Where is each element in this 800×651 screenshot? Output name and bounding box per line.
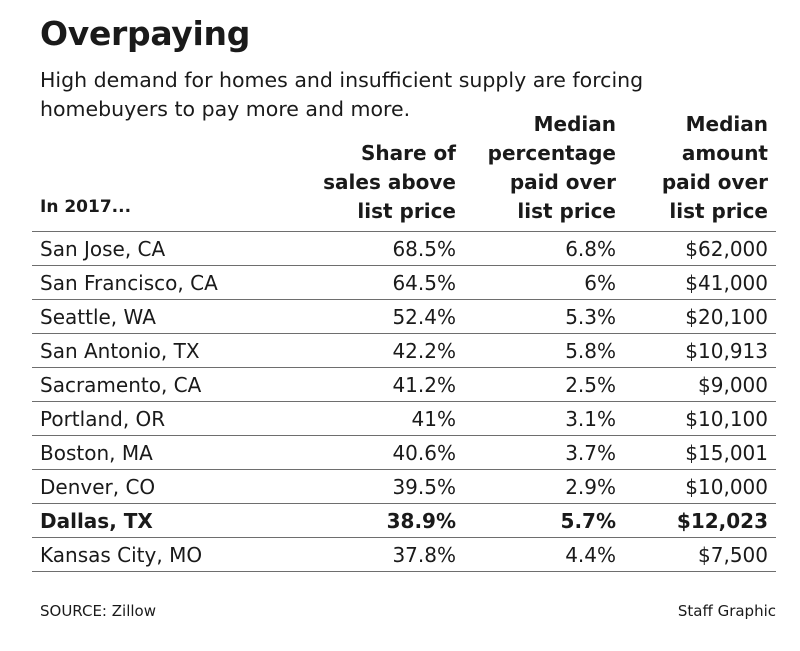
amount-cell: $7,500 <box>624 537 776 572</box>
city-cell: San Francisco, CA <box>32 265 302 300</box>
table-row: Denver, CO 39.5% 2.9% $10,000 <box>32 469 776 504</box>
city-cell: San Antonio, TX <box>32 333 302 368</box>
amount-cell: $20,100 <box>624 299 776 334</box>
percentage-cell: 5.8% <box>464 333 624 368</box>
city-cell: Kansas City, MO <box>32 537 302 572</box>
city-cell: San Jose, CA <box>32 231 302 266</box>
header-row: In 2017... Share of sales above list pri… <box>32 110 776 232</box>
chart-title: Overpaying <box>40 14 251 53</box>
city-cell: Portland, OR <box>32 401 302 436</box>
share-cell: 38.9% <box>302 503 464 538</box>
share-cell: 42.2% <box>302 333 464 368</box>
table-row: Boston, MA 40.6% 3.7% $15,001 <box>32 435 776 470</box>
table-row: Kansas City, MO 37.8% 4.4% $7,500 <box>32 537 776 572</box>
city-cell: Dallas, TX <box>32 503 302 538</box>
table-row: San Francisco, CA 64.5% 6% $41,000 <box>32 265 776 300</box>
share-cell: 68.5% <box>302 231 464 266</box>
amount-cell: $10,913 <box>624 333 776 368</box>
amount-cell: $62,000 <box>624 231 776 266</box>
city-cell: Sacramento, CA <box>32 367 302 402</box>
city-cell: Denver, CO <box>32 469 302 504</box>
percentage-cell: 6.8% <box>464 231 624 266</box>
amount-cell: $12,023 <box>624 503 776 538</box>
percentage-cell: 3.1% <box>464 401 624 436</box>
share-cell: 39.5% <box>302 469 464 504</box>
table-row: San Jose, CA 68.5% 6.8% $62,000 <box>32 231 776 266</box>
chart-subtitle: High demand for homes and insufficient s… <box>40 68 644 121</box>
amount-cell: $15,001 <box>624 435 776 470</box>
table-row: Seattle, WA 52.4% 5.3% $20,100 <box>32 299 776 334</box>
header-year: In 2017... <box>40 197 132 217</box>
table-row: Sacramento, CA 41.2% 2.5% $9,000 <box>32 367 776 402</box>
table-row: San Antonio, TX 42.2% 5.8% $10,913 <box>32 333 776 368</box>
staff-credit: Staff Graphic <box>677 602 776 620</box>
amount-cell: $41,000 <box>624 265 776 300</box>
table-row: Dallas, TX 38.9% 5.7% $12,023 <box>32 503 776 538</box>
amount-cell: $10,000 <box>624 469 776 504</box>
percentage-cell: 6% <box>464 265 624 300</box>
percentage-cell: 4.4% <box>464 537 624 572</box>
share-cell: 64.5% <box>302 265 464 300</box>
percentage-cell: 5.3% <box>464 299 624 334</box>
percentage-cell: 5.7% <box>464 503 624 538</box>
share-cell: 52.4% <box>302 299 464 334</box>
amount-cell: $10,100 <box>624 401 776 436</box>
share-cell: 41% <box>302 401 464 436</box>
share-cell: 37.8% <box>302 537 464 572</box>
header-percentage: Median percentage paid over list price <box>487 112 616 223</box>
city-cell: Boston, MA <box>32 435 302 470</box>
share-cell: 41.2% <box>302 367 464 402</box>
percentage-cell: 3.7% <box>464 435 624 470</box>
data-table: In 2017... Share of sales above list pri… <box>32 110 776 572</box>
table-body: San Jose, CA 68.5% 6.8% $62,000 San Francisc… <box>32 231 776 572</box>
header-amount: Median amount paid over list price <box>661 112 768 223</box>
table-row: Portland, OR 41% 3.1% $10,100 <box>32 401 776 436</box>
header-share: Share of sales above list price <box>323 141 456 223</box>
amount-cell: $9,000 <box>624 367 776 402</box>
city-cell: Seattle, WA <box>32 299 302 334</box>
share-cell: 40.6% <box>302 435 464 470</box>
percentage-cell: 2.9% <box>464 469 624 504</box>
source-note: SOURCE: Zillow <box>40 602 156 620</box>
percentage-cell: 2.5% <box>464 367 624 402</box>
